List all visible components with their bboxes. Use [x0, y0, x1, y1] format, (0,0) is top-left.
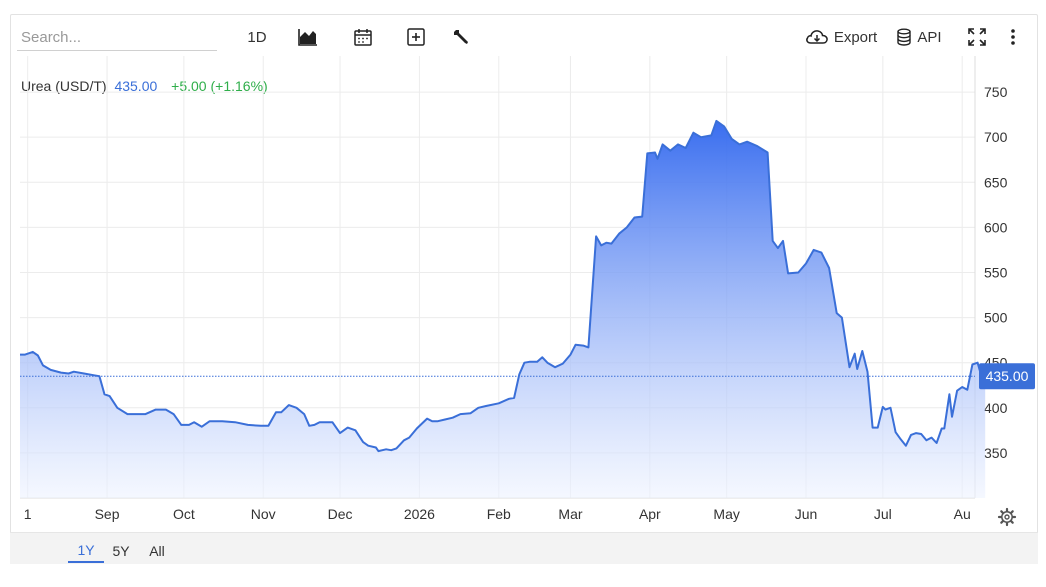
range-selector: 1Y 5Y All — [10, 532, 1038, 564]
legend-last-price: 435.00 — [114, 78, 158, 94]
x-tick-label: 2026 — [404, 506, 435, 522]
last-price-tag-label: 435.00 — [986, 368, 1029, 384]
range-5y-button[interactable]: 5Y — [108, 539, 134, 563]
price-line — [20, 119, 987, 453]
cloud-download-icon — [805, 30, 828, 44]
database-icon — [897, 28, 912, 46]
x-tick-label: Jun — [795, 506, 818, 522]
area-chart-icon — [298, 29, 317, 46]
x-tick-label: May — [713, 506, 739, 522]
more-vertical-icon — [1011, 29, 1015, 45]
compare-button[interactable] — [402, 23, 430, 51]
gear-icon — [997, 507, 1017, 527]
y-tick-label: 350 — [984, 445, 1008, 461]
x-tick-label: Jul — [874, 506, 892, 522]
x-tick-label: Mar — [558, 506, 582, 522]
y-tick-label: 600 — [984, 219, 1008, 235]
api-button[interactable]: API — [895, 23, 943, 51]
y-tick-label: 750 — [984, 84, 1008, 100]
last-price-tag: 435.00 — [979, 363, 1035, 390]
x-tick-label: Dec — [328, 506, 353, 522]
search-input[interactable] — [17, 25, 217, 51]
calendar-icon — [354, 29, 372, 46]
series-legend: Urea (USD/T) 435.00 +5.00 (+1.16%) — [21, 78, 268, 94]
y-tick-label: 650 — [984, 174, 1008, 190]
x-tick-label: Oct — [173, 506, 195, 522]
x-tick-label: Nov — [251, 506, 276, 522]
x-tick-label: 1 — [24, 506, 32, 522]
export-label: Export — [833, 28, 878, 46]
interval-label: 1D — [247, 28, 267, 46]
range-all-button[interactable]: All — [142, 539, 172, 563]
chart-type-button[interactable] — [294, 23, 322, 51]
tools-button[interactable] — [448, 23, 476, 51]
y-tick-label: 500 — [984, 310, 1008, 326]
price-area — [20, 120, 986, 499]
toolbar: 1D — [11, 15, 1037, 61]
legend-symbol: Urea (USD/T) — [21, 78, 107, 94]
y-tick-label: 550 — [984, 264, 1008, 280]
plus-square-icon — [407, 28, 425, 46]
api-label: API — [917, 28, 942, 46]
export-button[interactable]: Export — [803, 23, 879, 51]
range-1y-label: 1Y — [77, 542, 95, 558]
x-tick-label: Apr — [639, 506, 661, 522]
y-tick-label: 700 — [984, 129, 1008, 145]
x-tick-label: Sep — [95, 506, 120, 522]
interval-button[interactable]: 1D — [243, 23, 271, 51]
fullscreen-button[interactable] — [965, 23, 989, 51]
expand-icon — [968, 28, 986, 46]
range-5y-label: 5Y — [112, 543, 130, 559]
range-1y-button[interactable]: 1Y — [68, 539, 104, 563]
wrench-icon — [454, 30, 468, 44]
x-axis: 1 Sep Oct Nov Dec 2026 Feb Mar Apr May Jun Jul Au — [24, 506, 971, 522]
calendar-button[interactable] — [349, 23, 377, 51]
settings-button[interactable] — [997, 507, 1017, 527]
last-price-tag-box — [979, 363, 1035, 390]
range-all-label: All — [149, 543, 165, 559]
x-tick-label: Au — [954, 506, 971, 522]
y-tick-label: 400 — [984, 400, 1008, 416]
more-button[interactable] — [1005, 23, 1021, 51]
legend-change: +5.00 (+1.16%) — [171, 78, 268, 94]
x-tick-label: Feb — [487, 506, 511, 522]
